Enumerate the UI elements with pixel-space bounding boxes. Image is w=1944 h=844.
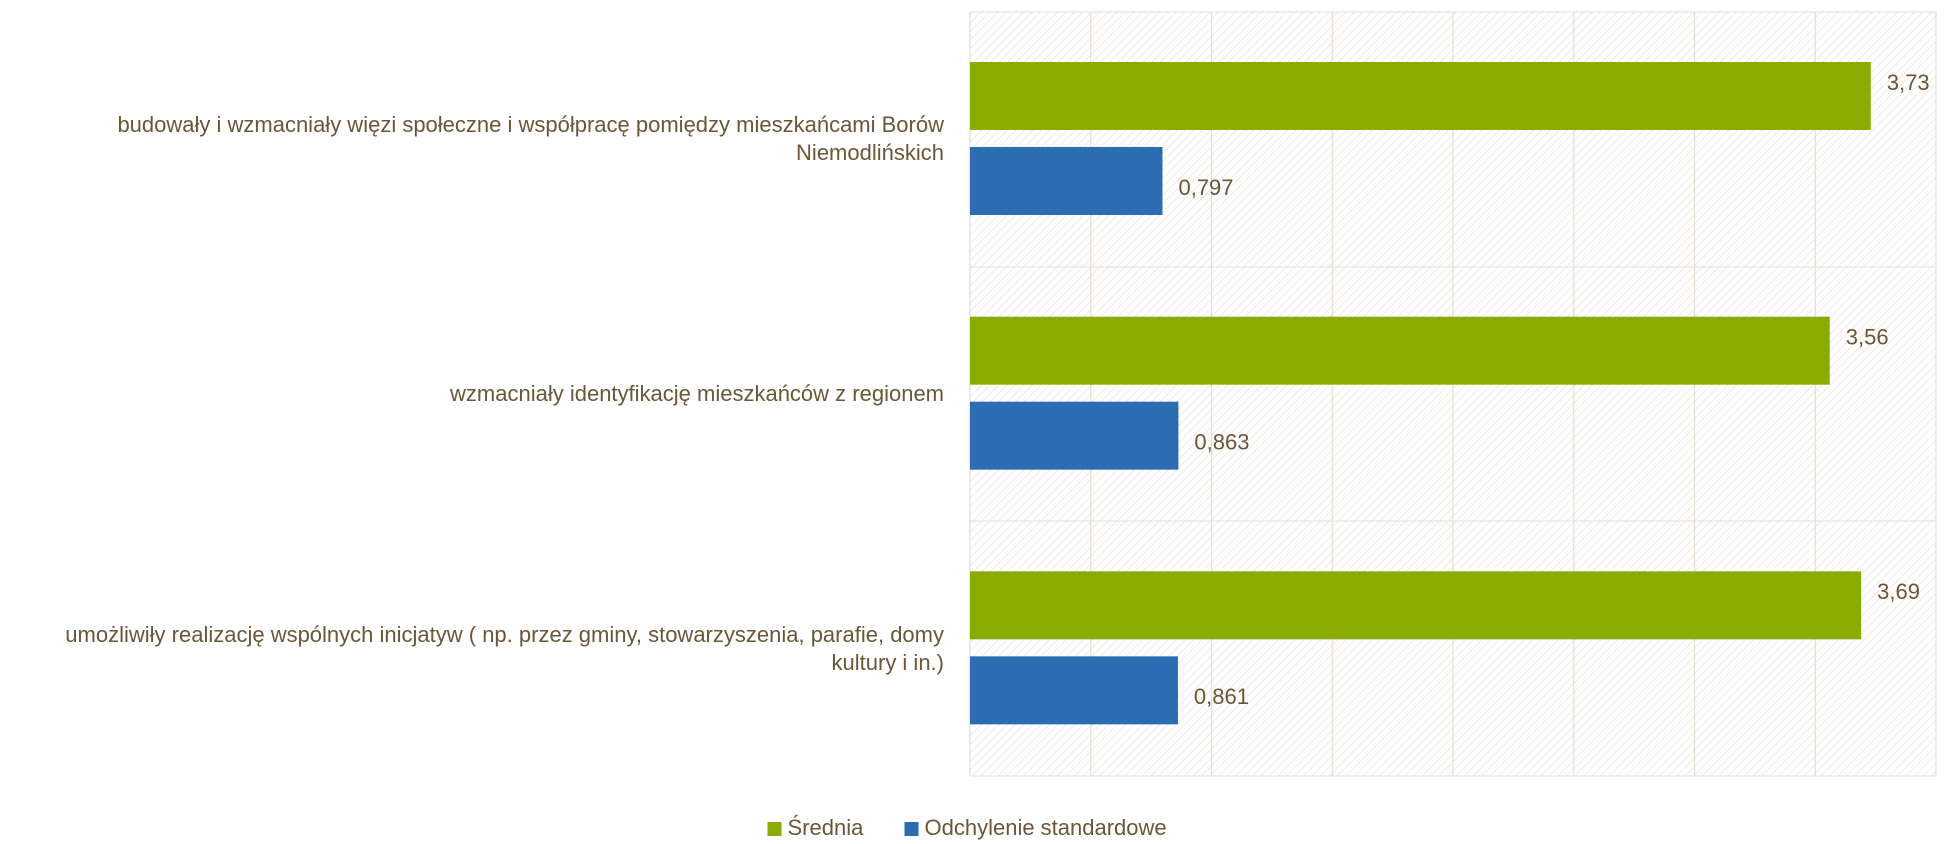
bar: [970, 316, 1830, 385]
data-label: 0,863: [1194, 429, 1249, 454]
category-label: budowały i wzmacniały więzi społeczne i …: [117, 112, 944, 166]
legend-swatch: [904, 822, 919, 836]
bar: [970, 147, 1163, 215]
data-label: 3,56: [1846, 324, 1889, 349]
data-label: 0,797: [1178, 175, 1233, 200]
data-label: 0,861: [1194, 684, 1249, 709]
bar: [970, 571, 1862, 640]
bar: [970, 656, 1178, 725]
data-label: 3,73: [1887, 70, 1930, 95]
data-label: 3,69: [1877, 579, 1920, 604]
category-label: wzmacniały identyfikację mieszkańców z r…: [450, 381, 944, 406]
category-label: umożliwiły realizację wspólnych inicjaty…: [65, 621, 944, 675]
legend-label: Średnia: [788, 815, 865, 840]
legend-label: Odchylenie standardowe: [925, 815, 1167, 840]
legend-swatch: [767, 822, 782, 836]
bar: [970, 401, 1179, 470]
bar: [970, 62, 1871, 130]
